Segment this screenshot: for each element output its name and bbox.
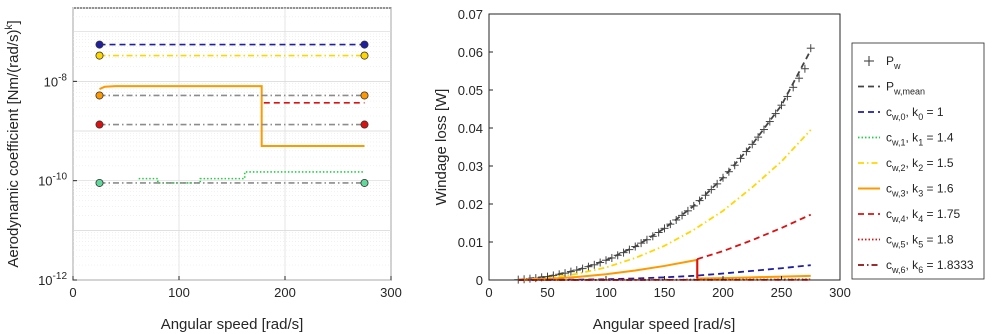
right-x-tick-label: 50 bbox=[540, 285, 554, 300]
left-y-axis-label: Aerodynamic coefficient [Nm/(rad/s)k] bbox=[4, 20, 22, 267]
right-y-tick-label: 0.06 bbox=[458, 45, 483, 60]
right-x-tick-label: 300 bbox=[829, 285, 851, 300]
left-ticks: 0 100 200 300 10-8 10-10 10-12 bbox=[38, 72, 402, 300]
right-ticks: 0 50 100 150 200 250 300 0 0.01 0.02 0.03 0.04 0.05 0… bbox=[458, 7, 851, 300]
left-marker bbox=[360, 40, 369, 49]
legend-item: cw,5, k5 = 1.8 bbox=[858, 233, 954, 250]
left-marker bbox=[360, 178, 369, 187]
left-series-line-2 bbox=[99, 85, 365, 147]
right-y-tick-label: 0.02 bbox=[458, 197, 483, 212]
left-marker bbox=[95, 40, 104, 49]
legend-label: cw,5, k5 = 1.8 bbox=[886, 233, 954, 250]
left-series-line-6 bbox=[138, 171, 365, 184]
legend: Pw Pw,mean cw,0, k0 = 1 cw,1, k1 = 1.4 cw,2,… bbox=[851, 42, 985, 280]
legend-label: cw,6, k6 = 1.8333 bbox=[886, 258, 974, 275]
legend-item: cw,6, k6 = 1.8333 bbox=[858, 258, 974, 275]
left-x-axis-label: Angular speed [rad/s] bbox=[161, 316, 304, 333]
left-x-tick-label: 100 bbox=[168, 285, 190, 300]
left-chart: 0 100 200 300 10-8 10-10 10-12 Angular speed [… bbox=[4, 7, 402, 333]
legend-item: cw,0, k0 = 1 bbox=[858, 105, 944, 122]
left-x-tick-label: 0 bbox=[69, 285, 76, 300]
right-series-line-6 bbox=[518, 264, 811, 281]
left-x-tick-label: 200 bbox=[274, 285, 296, 300]
left-marker bbox=[95, 120, 104, 129]
right-y-tick-label: 0.01 bbox=[458, 235, 483, 250]
right-x-tick-label: 100 bbox=[595, 285, 617, 300]
legend-item: cw,2, k2 = 1.5 bbox=[858, 156, 954, 173]
left-marker bbox=[95, 91, 104, 100]
right-chart: 0 50 100 150 200 250 300 0 0.01 0.02 0.03 0.04 0.05 0… bbox=[433, 7, 851, 333]
legend-label: Pw,mean bbox=[886, 80, 925, 97]
right-y-tick-label: 0.05 bbox=[458, 83, 483, 98]
legend-label: cw,4, k4 = 1.75 bbox=[886, 207, 961, 224]
right-series-line-5 bbox=[696, 213, 812, 260]
left-y-tick-label: 10-12 bbox=[38, 271, 67, 288]
legend-item: cw,1, k1 = 1.4 bbox=[858, 131, 954, 148]
right-x-axis-label: Angular speed [rad/s] bbox=[593, 316, 736, 333]
left-series bbox=[99, 43, 365, 184]
legend-label: Pw bbox=[886, 54, 901, 71]
right-y-tick-label: 0.07 bbox=[458, 7, 483, 22]
legend-box bbox=[851, 42, 985, 280]
left-plot-area bbox=[72, 7, 392, 281]
left-y-tick-label: 10-8 bbox=[44, 72, 68, 89]
right-series-line-3 bbox=[518, 258, 811, 281]
right-x-tick-label: 0 bbox=[485, 285, 492, 300]
left-y-tick-label: 10-10 bbox=[38, 172, 67, 189]
legend-item: cw,3, k3 = 1.6 bbox=[858, 182, 954, 199]
left-marker bbox=[95, 178, 104, 187]
right-y-tick-label: 0 bbox=[476, 273, 483, 288]
right-x-tick-label: 150 bbox=[654, 285, 676, 300]
legend-item: Pw,mean bbox=[858, 80, 925, 97]
right-series-line-2 bbox=[518, 129, 812, 281]
right-x-tick-label: 200 bbox=[712, 285, 734, 300]
legend-label: cw,2, k2 = 1.5 bbox=[886, 156, 954, 173]
right-y-tick-label: 0.03 bbox=[458, 159, 483, 174]
right-y-tick-label: 0.04 bbox=[458, 121, 483, 136]
left-marker bbox=[360, 91, 369, 100]
legend-item: Pw bbox=[864, 54, 901, 71]
left-markers bbox=[95, 40, 369, 187]
legend-label: cw,1, k1 = 1.4 bbox=[886, 131, 954, 148]
legend-label: cw,0, k0 = 1 bbox=[886, 105, 944, 122]
left-marker bbox=[95, 51, 104, 60]
left-marker bbox=[360, 51, 369, 60]
right-plot-area bbox=[488, 13, 841, 281]
legend-item: cw,4, k4 = 1.75 bbox=[858, 207, 961, 224]
legend-items: Pw Pw,mean cw,0, k0 = 1 cw,1, k1 = 1.4 cw,2,… bbox=[858, 54, 974, 275]
left-grid bbox=[72, 7, 392, 281]
left-marker bbox=[360, 120, 369, 129]
left-x-tick-label: 300 bbox=[380, 285, 402, 300]
right-series-line-1 bbox=[518, 49, 812, 281]
right-x-tick-label: 250 bbox=[771, 285, 793, 300]
legend-label: cw,3, k3 = 1.6 bbox=[886, 182, 954, 199]
right-y-axis-label: Windage loss [W] bbox=[433, 89, 450, 206]
